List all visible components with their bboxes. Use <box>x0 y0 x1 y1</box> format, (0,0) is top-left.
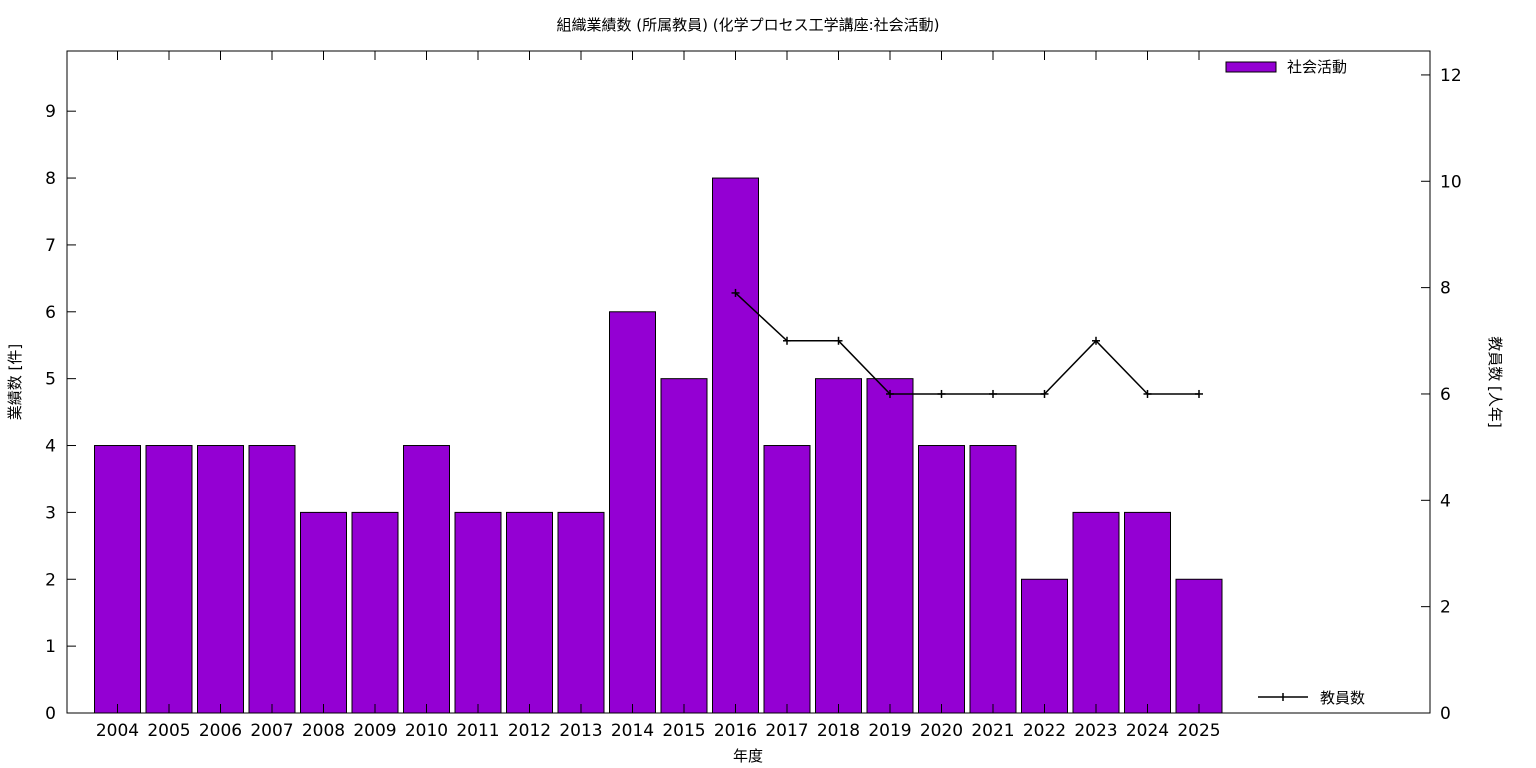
legend-label-line: 教員数 <box>1320 689 1365 707</box>
bar-2013 <box>557 511 605 714</box>
faculty-point-2025 <box>1195 389 1203 398</box>
faculty-point-2019 <box>886 389 894 398</box>
legend-swatch-bar <box>1225 61 1277 73</box>
chart-title: 組織業績数 (所属教員) (化学プロセス工学講座:社会活動) <box>556 16 939 34</box>
x-tick-label-2006: 2006 <box>199 721 242 741</box>
x-tick-label-2010: 2010 <box>405 721 448 741</box>
faculty-line <box>731 288 1203 398</box>
x-tick-label-2007: 2007 <box>250 721 293 741</box>
bar-2017 <box>763 445 811 714</box>
bar-2024 <box>1124 511 1171 714</box>
y2-tick-label-0: 0 <box>1440 704 1451 724</box>
x-tick-label-2023: 2023 <box>1074 721 1117 741</box>
x-tick-label-2020: 2020 <box>920 721 963 741</box>
plot-frame <box>66 50 1431 714</box>
bar-2009 <box>351 511 399 714</box>
y2-tick-label-8: 8 <box>1440 279 1451 299</box>
y-tick-label-1: 1 <box>45 637 56 657</box>
y2-tick-label-12: 12 <box>1440 66 1462 86</box>
faculty-point-2023 <box>1092 336 1100 345</box>
y-tick-label-4: 4 <box>45 437 56 457</box>
x-tick-label-2013: 2013 <box>559 721 602 741</box>
faculty-point-2021 <box>989 389 997 398</box>
x-tick-label-2019: 2019 <box>868 721 911 741</box>
x-tick-label-2021: 2021 <box>971 721 1014 741</box>
y-tick-label-2: 2 <box>45 570 56 590</box>
y2-tick-label-6: 6 <box>1440 385 1451 405</box>
x-tick-label-2024: 2024 <box>1126 721 1169 741</box>
bar-2023 <box>1072 511 1120 714</box>
x-tick-label-2009: 2009 <box>353 721 396 741</box>
faculty-point-2016 <box>731 288 740 297</box>
y2-tick-label-10: 10 <box>1440 172 1462 192</box>
y-tick-label-5: 5 <box>45 370 56 390</box>
x-tick-label-2004: 2004 <box>96 721 139 741</box>
bar-2005 <box>145 445 193 714</box>
y2-axis-label: 教員数 [人年] <box>1486 336 1504 427</box>
bar-2014 <box>609 311 656 714</box>
x-tick-label-2008: 2008 <box>302 721 345 741</box>
x-tick-label-2022: 2022 <box>1023 721 1066 741</box>
x-tick-label-2012: 2012 <box>508 721 551 741</box>
bar-2006 <box>197 445 244 714</box>
y-tick-label-9: 9 <box>45 102 56 122</box>
bar-2008 <box>300 511 347 714</box>
x-tick-label-2011: 2011 <box>456 721 499 741</box>
y-tick-label-3: 3 <box>45 503 56 523</box>
bar-2012 <box>506 511 553 714</box>
bar-2019 <box>866 378 914 714</box>
bar-2021 <box>969 445 1017 714</box>
x-tick-label-2025: 2025 <box>1177 721 1220 741</box>
y2-tick-label-4: 4 <box>1440 491 1451 511</box>
faculty-point-2024 <box>1143 389 1152 398</box>
bar-2020 <box>918 445 965 714</box>
bar-2016 <box>712 177 759 714</box>
bar-2018 <box>815 378 862 714</box>
x-tick-label-2014: 2014 <box>611 721 654 741</box>
faculty-point-2022 <box>1040 389 1049 398</box>
x-tick-label-2005: 2005 <box>147 721 190 741</box>
faculty-point-2020 <box>937 389 946 398</box>
bar-2010 <box>403 445 450 714</box>
bar-2025 <box>1175 578 1223 714</box>
x-tick-label-2018: 2018 <box>817 721 860 741</box>
y-tick-label-0: 0 <box>45 704 56 724</box>
y-tick-label-7: 7 <box>45 236 56 256</box>
faculty-line-path <box>734 292 1199 395</box>
bar-2011 <box>454 511 502 714</box>
bar-2015 <box>660 378 708 714</box>
y2-tick-label-2: 2 <box>1440 598 1451 618</box>
x-axis-label: 年度 <box>733 747 763 765</box>
bar-2004 <box>94 445 141 714</box>
x-tick-label-2017: 2017 <box>765 721 808 741</box>
legend-label-bar: 社会活動 <box>1287 58 1347 76</box>
x-tick-label-2015: 2015 <box>662 721 705 741</box>
faculty-point-2018 <box>834 336 843 345</box>
x-tick-label-2016: 2016 <box>714 721 757 741</box>
y-tick-label-6: 6 <box>45 303 56 323</box>
faculty-point-2017 <box>783 336 791 345</box>
bar-2007 <box>248 445 296 714</box>
y-tick-label-8: 8 <box>45 169 56 189</box>
bar-2022 <box>1021 578 1068 714</box>
bars <box>94 177 1223 714</box>
y-axis-label: 業績数 [件] <box>6 344 24 420</box>
